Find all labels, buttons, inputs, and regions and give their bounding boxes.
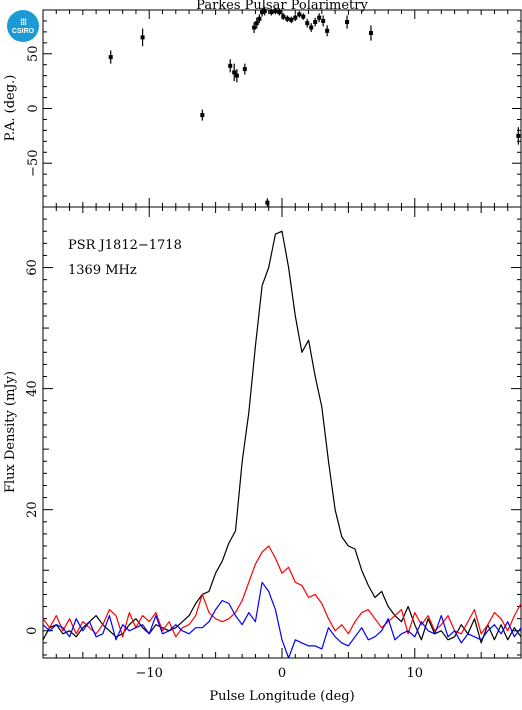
pa-point xyxy=(305,18,310,28)
pa-point xyxy=(317,13,322,23)
pa-point xyxy=(252,22,257,33)
pa-marker xyxy=(313,20,318,25)
pa-panel-frame xyxy=(42,9,522,208)
logo-mark-icon: ⁞⁞⁞ xyxy=(20,16,27,27)
pa-point xyxy=(140,28,145,47)
pa-marker xyxy=(516,133,521,138)
logo-text: CSIRO xyxy=(11,27,35,35)
pa-marker xyxy=(252,25,257,30)
linear-polarization-line xyxy=(42,545,522,638)
pa-point xyxy=(257,14,262,24)
frequency-annotation: 1369 MHz xyxy=(68,263,137,278)
flux-x-tick-label: 10 xyxy=(407,666,424,681)
pa-marker xyxy=(309,25,314,30)
pa-point xyxy=(262,6,267,16)
circular-polarization-line xyxy=(42,581,522,659)
pa-marker xyxy=(345,20,350,25)
flux-axis-label: Flux Density (mJy) xyxy=(3,371,18,493)
pa-panel-ticks: −50 0 50 xyxy=(26,9,522,208)
pa-marker xyxy=(257,16,262,21)
flux-panel-ticks: −10 0 10 0 20 40 60 xyxy=(25,206,522,681)
pa-marker xyxy=(301,14,306,19)
pa-marker xyxy=(254,21,259,26)
pa-point xyxy=(242,63,247,75)
pa-marker xyxy=(293,15,298,20)
flux-series xyxy=(42,230,522,659)
pa-point xyxy=(313,17,318,27)
flux-y-tick-label: 0 xyxy=(25,627,40,635)
psr-name-annotation: PSR J1812−1718 xyxy=(68,238,182,253)
pa-y-tick-label: 50 xyxy=(26,46,41,63)
pa-point xyxy=(277,8,282,16)
csiro-logo: ⁞⁞⁞ CSIRO xyxy=(7,10,39,42)
flux-y-tick-label: 60 xyxy=(25,259,40,276)
pa-marker xyxy=(277,10,282,15)
pa-point xyxy=(260,7,265,17)
pa-marker xyxy=(317,15,322,20)
pa-point xyxy=(297,11,302,18)
pa-point xyxy=(273,7,278,15)
flux-y-tick-label: 40 xyxy=(25,380,40,397)
pa-point xyxy=(325,25,330,37)
pa-marker xyxy=(260,10,265,15)
pa-marker xyxy=(234,73,239,78)
pa-marker xyxy=(321,18,326,23)
pa-point xyxy=(228,59,233,73)
pa-marker xyxy=(289,17,294,22)
flux-y-tick-label: 20 xyxy=(25,501,40,518)
pa-point xyxy=(108,50,113,64)
pa-point xyxy=(232,63,237,82)
pa-y-tick-label: −50 xyxy=(26,150,41,177)
pa-marker xyxy=(305,21,310,26)
pa-point xyxy=(285,15,290,23)
pa-point xyxy=(368,25,373,41)
pa-point xyxy=(516,127,521,145)
pa-marker xyxy=(273,9,278,14)
pa-marker xyxy=(228,63,233,68)
pa-marker xyxy=(325,28,330,33)
pa-point xyxy=(309,23,314,32)
pa-marker xyxy=(297,12,302,17)
pa-marker xyxy=(242,67,247,72)
pa-marker xyxy=(108,55,113,60)
pa-point xyxy=(289,16,294,24)
pa-marker xyxy=(281,14,286,19)
pa-point xyxy=(345,15,350,29)
pa-point xyxy=(269,8,274,16)
pa-points xyxy=(108,6,521,207)
pa-marker xyxy=(200,113,205,118)
pa-marker xyxy=(368,30,373,35)
pa-marker xyxy=(262,9,267,14)
pa-axis-label: P.A. (deg.) xyxy=(3,75,18,142)
pa-y-tick-label: 0 xyxy=(26,104,41,112)
pa-point xyxy=(265,198,270,207)
pa-marker xyxy=(140,35,145,40)
pa-point xyxy=(281,13,286,20)
pa-marker xyxy=(285,16,290,21)
x-axis-label: Pulse Longitude (deg) xyxy=(209,689,354,704)
pa-point xyxy=(234,69,239,83)
pa-point xyxy=(301,13,306,20)
flux-x-tick-label: −10 xyxy=(136,666,163,681)
flux-x-tick-label: 0 xyxy=(278,666,286,681)
total-intensity-line xyxy=(42,230,522,644)
pa-marker xyxy=(269,10,274,15)
pa-marker xyxy=(232,70,237,75)
pa-point xyxy=(321,15,326,27)
pa-marker xyxy=(265,200,270,205)
pa-point xyxy=(200,109,205,121)
pa-point xyxy=(254,17,259,29)
pa-point xyxy=(293,14,298,21)
